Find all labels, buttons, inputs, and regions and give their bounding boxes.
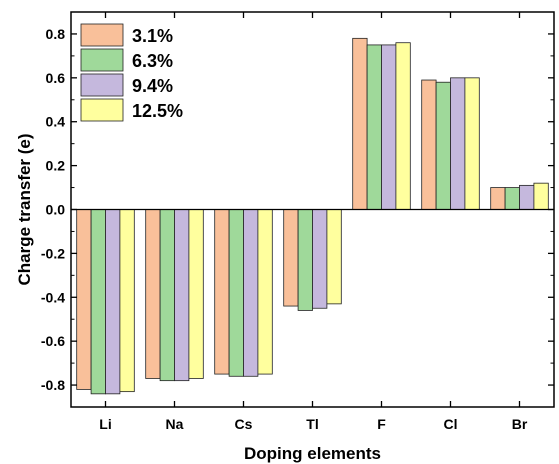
x-axis: Li Na Cs Tl F Cl Br	[99, 12, 528, 432]
y-tick-label: -0.4	[41, 289, 65, 305]
x-tick-label: Li	[99, 416, 111, 432]
legend-swatch	[80, 23, 124, 47]
x-axis-title: Doping elements	[244, 444, 381, 463]
bar-f-3	[381, 44, 397, 210]
bar-cs-3	[243, 209, 259, 377]
bar-f-4	[395, 42, 411, 210]
bars-layer	[76, 37, 549, 395]
y-tick-label: 0.2	[46, 158, 66, 174]
bar-na-2	[159, 209, 175, 382]
bar-na-1	[145, 209, 161, 379]
x-tick-label: Cl	[444, 416, 458, 432]
bar-li-2	[90, 209, 106, 395]
legend: 3.1% 6.3% 9.4% 12.5%	[80, 23, 183, 122]
y-tick-label: 0.8	[46, 26, 66, 42]
bar-tl-4	[326, 209, 342, 305]
legend-label: 6.3%	[132, 51, 173, 71]
y-tick-label: 0.6	[46, 70, 66, 86]
bar-cl-1	[421, 79, 437, 210]
legend-label: 12.5%	[132, 101, 183, 121]
y-tick-label: -0.2	[41, 245, 65, 261]
bar-na-4	[188, 209, 204, 379]
legend-label: 3.1%	[132, 26, 173, 46]
legend-label: 9.4%	[132, 76, 173, 96]
bar-cl-4	[464, 77, 480, 210]
bar-cl-3	[450, 77, 466, 210]
y-tick-label: -0.6	[41, 333, 65, 349]
y-tick-label: 0.4	[46, 114, 66, 130]
x-tick-label: Tl	[306, 416, 318, 432]
x-tick-label: F	[377, 416, 386, 432]
bar-li-3	[105, 209, 121, 395]
bar-cs-1	[214, 209, 230, 375]
legend-swatch	[80, 73, 124, 97]
bar-cs-2	[228, 209, 244, 377]
y-axis-title: Charge transfer (e)	[15, 133, 34, 285]
y-tick-label: 0.0	[46, 202, 66, 218]
bar-f-2	[366, 44, 382, 210]
y-axis: -0.8 -0.6 -0.4 -0.2 0.0 0.2 0.4 0.6 0.8	[41, 26, 554, 393]
bar-br-2	[504, 187, 520, 210]
bar-tl-1	[283, 209, 299, 307]
bar-cs-4	[257, 209, 273, 375]
x-tick-label: Cs	[235, 416, 253, 432]
bar-li-1	[76, 209, 92, 390]
bar-na-3	[174, 209, 190, 382]
x-tick-label: Br	[512, 416, 528, 432]
bar-br-4	[533, 182, 549, 210]
legend-swatch	[80, 98, 124, 122]
bar-br-3	[519, 184, 535, 210]
bar-tl-3	[312, 209, 328, 309]
x-tick-label: Na	[166, 416, 184, 432]
bar-li-4	[119, 209, 135, 393]
y-tick-label: -0.8	[41, 377, 65, 393]
legend-swatch	[80, 48, 124, 72]
bar-cl-2	[435, 81, 451, 210]
bar-tl-2	[297, 209, 313, 311]
bar-br-1	[490, 187, 506, 210]
bar-f-1	[352, 37, 368, 210]
